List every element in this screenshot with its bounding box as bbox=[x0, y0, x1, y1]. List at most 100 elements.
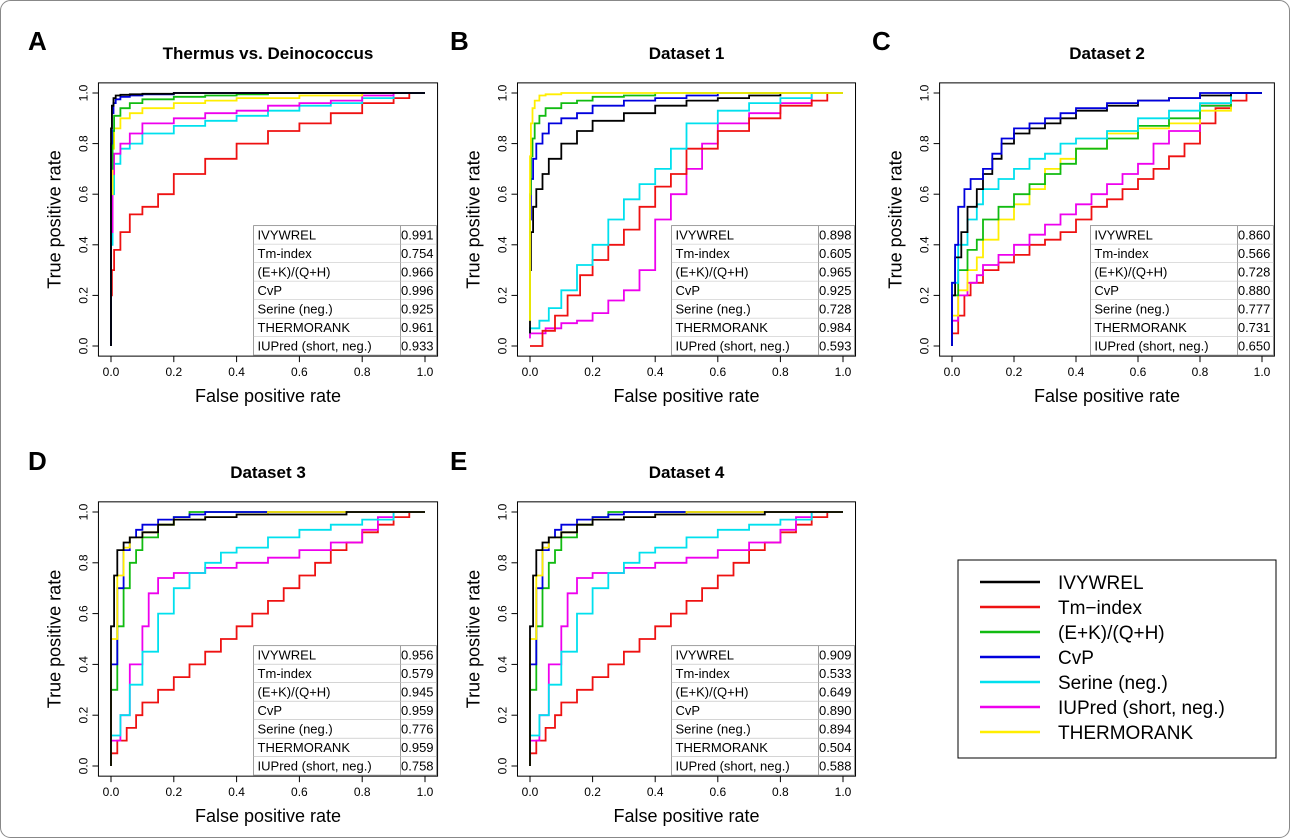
panel-B: B Dataset 1 0.0 0.2 0.4 0.6 0.8 1.0 0.0 0.2 0.4 0.6… bbox=[450, 26, 857, 406]
y-tick-label: 0.0 bbox=[76, 757, 90, 774]
auc-row-label: CvP bbox=[258, 283, 283, 298]
y-tick-label: 0.4 bbox=[76, 236, 90, 253]
auc-row-label: THERMORANK bbox=[258, 320, 351, 335]
auc-row-value: 0.860 bbox=[1238, 228, 1271, 243]
auc-row-value: 0.566 bbox=[1238, 246, 1271, 261]
roc-curve-tm-index bbox=[530, 92, 843, 347]
x-tick-label: 0.8 bbox=[354, 785, 371, 799]
panel-title: Dataset 3 bbox=[230, 463, 306, 482]
roc-curve-ivywrel bbox=[529, 92, 843, 334]
panel-letter: D bbox=[28, 446, 47, 476]
y-tick-label: 0.8 bbox=[495, 135, 509, 152]
auc-row-label: IUPred (short, neg.) bbox=[676, 339, 790, 354]
auc-row-value: 0.959 bbox=[401, 740, 434, 755]
auc-row-label: (E+K)/(Q+H) bbox=[258, 265, 331, 280]
x-tick-label: 1.0 bbox=[835, 365, 852, 379]
x-axis-label: False positive rate bbox=[1034, 386, 1180, 406]
auc-table: IVYWREL 0.991 Tm-index 0.754 (E+K)/(Q+H) 0.96… bbox=[253, 225, 437, 356]
x-tick-label: 0.0 bbox=[944, 365, 961, 379]
y-tick-label: 0.6 bbox=[76, 186, 90, 203]
x-tick-label: 0.4 bbox=[647, 785, 664, 799]
auc-row-value: 0.984 bbox=[819, 320, 852, 335]
y-tick-label: 1.0 bbox=[918, 84, 932, 101]
auc-row-label: Tm-index bbox=[1094, 246, 1149, 261]
y-tick-label: 0.6 bbox=[495, 605, 509, 622]
y-tick-label: 1.0 bbox=[76, 503, 90, 520]
roc-curve-tm-index bbox=[110, 92, 425, 346]
x-tick-label: 0.4 bbox=[1068, 365, 1085, 379]
auc-row-value: 0.894 bbox=[819, 722, 852, 737]
x-tick-label: 0.0 bbox=[103, 785, 120, 799]
y-tick-label: 0.8 bbox=[76, 135, 90, 152]
x-tick-label: 0.2 bbox=[584, 785, 601, 799]
x-axis-label: False positive rate bbox=[195, 806, 341, 826]
x-tick-label: 0.2 bbox=[1006, 365, 1023, 379]
x-tick-label: 0.6 bbox=[709, 785, 726, 799]
auc-row-label: THERMORANK bbox=[258, 740, 351, 755]
x-tick-label: 1.0 bbox=[417, 785, 434, 799]
auc-row-value: 0.959 bbox=[401, 703, 434, 718]
auc-row-label: Serine (neg.) bbox=[676, 302, 751, 317]
panel-D: D Dataset 3 0.0 0.2 0.4 0.6 0.8 1.0 0.0 0.2 0.4 0.6… bbox=[28, 446, 439, 826]
auc-row-label: Tm-index bbox=[676, 666, 731, 681]
auc-table: IVYWREL 0.909 Tm-index 0.533 (E+K)/(Q+H) 0.64… bbox=[671, 645, 855, 776]
y-axis-label: True positive rate bbox=[463, 150, 483, 288]
auc-row-label: IUPred (short, neg.) bbox=[1094, 339, 1208, 354]
panel-title: Dataset 4 bbox=[649, 463, 725, 482]
auc-row-label: CvP bbox=[676, 283, 701, 298]
panel-C: C Dataset 2 0.0 0.2 0.4 0.6 0.8 1.0 0.0 0.2 0.4 0.6… bbox=[872, 26, 1275, 406]
legend-label: (E+K)/(Q+H) bbox=[1058, 623, 1165, 644]
auc-row-value: 0.728 bbox=[1238, 265, 1271, 280]
roc-curve-iupred-short-neg bbox=[951, 92, 1262, 346]
x-tick-label: 0.0 bbox=[103, 365, 120, 379]
y-axis-label: True positive rate bbox=[886, 150, 906, 288]
y-tick-label: 0.4 bbox=[918, 236, 932, 253]
auc-row-label: Serine (neg.) bbox=[1094, 302, 1169, 317]
roc-curve-thermorank bbox=[110, 92, 425, 346]
auc-table-frame bbox=[671, 225, 855, 356]
auc-row-label: Tm-index bbox=[676, 246, 731, 261]
auc-row-label: IUPred (short, neg.) bbox=[258, 759, 372, 774]
auc-row-label: CvP bbox=[258, 703, 283, 718]
auc-table-frame bbox=[671, 645, 855, 776]
plot-frame bbox=[516, 501, 857, 777]
auc-row-value: 0.504 bbox=[819, 740, 852, 755]
y-tick-label: 0.2 bbox=[76, 287, 90, 304]
panel-title: Thermus vs. Deinococcus bbox=[163, 44, 374, 63]
auc-row-value: 0.996 bbox=[401, 283, 434, 298]
auc-row-value: 0.731 bbox=[1238, 320, 1271, 335]
y-tick-label: 0.8 bbox=[918, 135, 932, 152]
x-tick-label: 0.4 bbox=[228, 365, 245, 379]
x-tick-label: 0.4 bbox=[228, 785, 245, 799]
panel-letter: E bbox=[450, 446, 467, 476]
auc-row-value: 0.777 bbox=[1238, 302, 1271, 317]
auc-row-value: 0.579 bbox=[401, 666, 434, 681]
auc-row-label: Tm-index bbox=[258, 666, 313, 681]
legend-label: IUPred (short, neg.) bbox=[1058, 698, 1225, 719]
plot-frame bbox=[97, 501, 439, 777]
roc-curve-ivywrel bbox=[110, 511, 425, 766]
panel-A: A Thermus vs. Deinococcus 0.0 0.2 0.4 0.6 0.8 1… bbox=[28, 26, 439, 406]
y-tick-label: 0.6 bbox=[918, 186, 932, 203]
x-tick-label: 0.2 bbox=[584, 365, 601, 379]
legend-label: THERMORANK bbox=[1058, 723, 1193, 744]
legend-label: IVYWREL bbox=[1058, 573, 1144, 594]
auc-table: IVYWREL 0.860 Tm-index 0.566 (E+K)/(Q+H) 0.72… bbox=[1090, 225, 1274, 356]
x-tick-label: 0.6 bbox=[709, 365, 726, 379]
x-axis-label: False positive rate bbox=[613, 386, 759, 406]
y-tick-label: 0.0 bbox=[918, 337, 932, 354]
y-tick-label: 1.0 bbox=[76, 84, 90, 101]
y-tick-label: 0.0 bbox=[76, 337, 90, 354]
auc-row-value: 0.593 bbox=[819, 339, 852, 354]
roc-curve-ivywrel bbox=[110, 92, 425, 346]
auc-row-value: 0.533 bbox=[819, 666, 852, 681]
y-tick-label: 0.4 bbox=[76, 656, 90, 673]
y-tick-label: 0.4 bbox=[495, 236, 509, 253]
auc-row-label: THERMORANK bbox=[676, 740, 769, 755]
roc-curve-serine-neg bbox=[951, 92, 1262, 346]
roc-curve-cvp bbox=[110, 511, 425, 766]
y-tick-label: 1.0 bbox=[495, 503, 509, 520]
x-tick-label: 1.0 bbox=[835, 785, 852, 799]
roc-curve--e-k-q-h bbox=[529, 92, 843, 321]
